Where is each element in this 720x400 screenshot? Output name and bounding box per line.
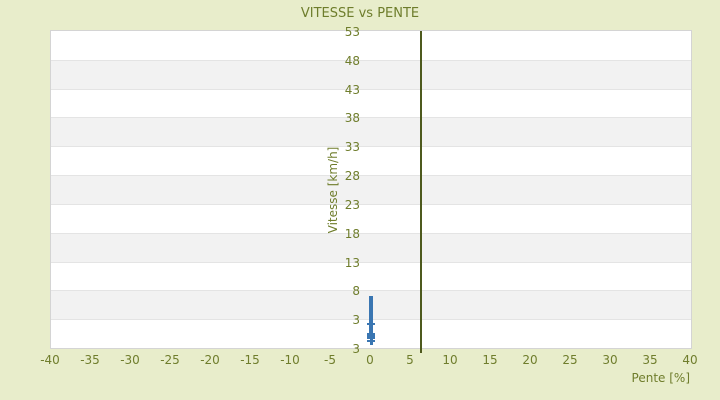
y-tick-label: 48 — [344, 53, 360, 68]
y-tick-label: 23 — [344, 197, 360, 212]
x-tick-label: 40 — [682, 353, 698, 367]
y-tick-label: 3 — [352, 342, 360, 356]
x-tick-label: -25 — [160, 353, 180, 367]
x-tick-label: -10 — [280, 353, 300, 367]
data-point — [369, 320, 373, 329]
plot-area: 53 48 43 38 33 28 23 18 13 8 3 3 — [50, 25, 692, 356]
x-tick-label: 35 — [642, 353, 658, 367]
x-tick-label: 15 — [482, 353, 498, 367]
chart-title: VITESSE vs PENTE — [300, 6, 420, 21]
x-tick-label: -35 — [80, 353, 100, 367]
x-tick-label: -15 — [240, 353, 260, 367]
plot-band — [51, 146, 691, 175]
y-tick-label: 53 — [344, 25, 360, 39]
y-tick-label: 43 — [344, 82, 360, 97]
y-tick-label: 38 — [344, 111, 360, 126]
y-tick-label: 3 — [352, 313, 360, 328]
data-point — [369, 337, 373, 346]
y-tick-label: 13 — [344, 255, 360, 270]
plot-band — [51, 203, 691, 233]
x-tick-label: 10 — [442, 353, 458, 367]
plot-band — [51, 261, 691, 291]
x-tick-label: 5 — [406, 353, 414, 367]
y-tick-label: 33 — [344, 140, 360, 155]
plot-band — [51, 59, 691, 89]
y-tick-label: 8 — [352, 284, 360, 299]
plot-band — [51, 175, 691, 204]
x-tick-label: 0 — [366, 353, 374, 367]
plot-band — [51, 117, 691, 147]
plot-band — [51, 88, 691, 118]
x-tick-label: 25 — [562, 353, 578, 367]
y-axis-title: Vitesse [km/h] — [326, 146, 340, 234]
x-tick-label: -40 — [40, 353, 60, 367]
x-tick-label: -20 — [200, 353, 220, 367]
y-tick-label: 28 — [344, 169, 360, 184]
x-tick-label: -30 — [120, 353, 140, 367]
y-tick-label: 18 — [344, 226, 360, 241]
x-tick-label: 20 — [522, 353, 538, 367]
x-axis-title: Pente [%] — [631, 371, 690, 385]
plot-band — [51, 31, 691, 60]
zero-axis-line — [420, 31, 422, 353]
plot-band — [51, 232, 691, 262]
x-tick-label: -5 — [324, 353, 336, 367]
x-tick-label: 30 — [602, 353, 618, 367]
